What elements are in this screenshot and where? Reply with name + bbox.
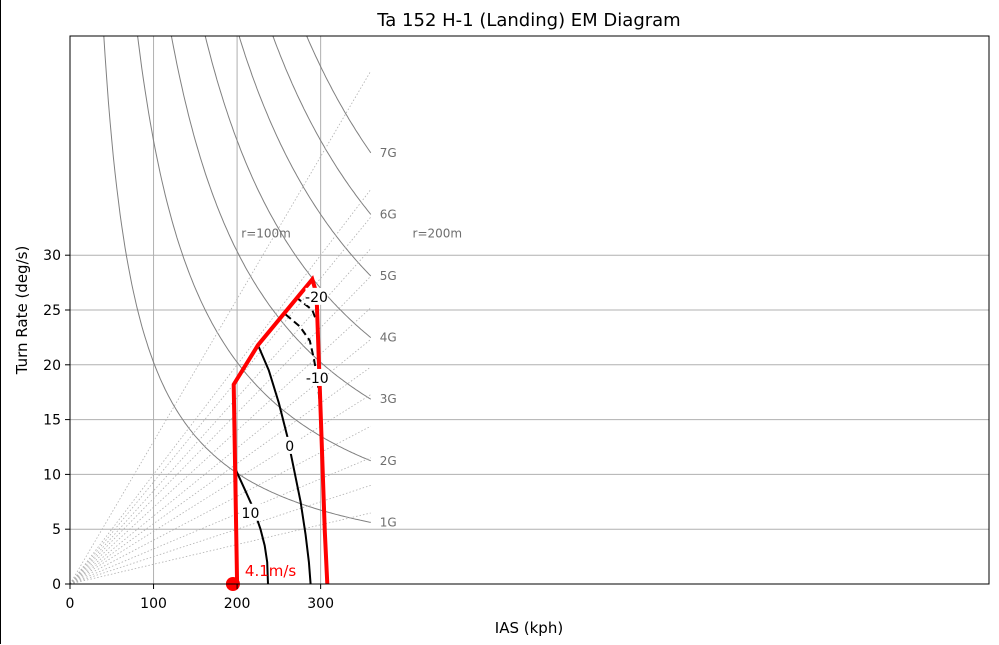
reference-ray (70, 307, 372, 584)
contour-label: -10 (306, 371, 329, 387)
y-tick-label: 5 (52, 522, 61, 538)
y-tick-label: 0 (52, 577, 61, 593)
g-curve-6G (272, 36, 372, 215)
flight-envelope (231, 275, 330, 585)
x-tick-label: 300 (307, 596, 334, 612)
g-curve-2G (137, 36, 371, 462)
g-curve-1G (103, 36, 371, 523)
x-tick-label: 200 (224, 596, 251, 612)
reference-ray (70, 425, 371, 584)
g-curve-label: 1G (380, 515, 397, 529)
y-tick-label: 15 (43, 413, 61, 429)
chart-title: Ta 152 H-1 (Landing) EM Diagram (376, 10, 680, 31)
ps-contour-line (234, 468, 269, 584)
g-curve-label: 4G (380, 331, 397, 345)
contour-label-bg (306, 368, 329, 386)
radius-label: r=200m (413, 226, 463, 240)
y-tick-label: 20 (43, 358, 61, 374)
g-curve-label: 6G (380, 207, 397, 221)
contour-label: -20 (305, 290, 328, 306)
g-curve-5G (238, 36, 372, 277)
x-tick-label: 100 (140, 596, 167, 612)
reference-ray (70, 189, 372, 584)
ps-contour-line (294, 296, 319, 324)
marker-label: 4.1m/s (245, 562, 297, 580)
g-curve-3G (170, 36, 372, 400)
reference-ray (70, 70, 372, 584)
ps-contour-line (257, 344, 312, 584)
g-curve-label: 2G (380, 454, 397, 468)
x-tick-label: 0 (66, 596, 75, 612)
contour-label: 0 (285, 439, 294, 455)
x-axis-label: IAS (kph) (495, 619, 563, 637)
y-tick-label: 10 (43, 467, 61, 483)
plot-area (69, 35, 990, 585)
radius-label: r=100m (241, 226, 291, 240)
contour-label-bg (278, 436, 301, 454)
g-curve-label: 5G (380, 269, 397, 283)
y-axis-label: Turn Rate (deg/s) (13, 246, 31, 376)
g-curve-7G (306, 36, 372, 154)
contour-label-bg (305, 287, 328, 305)
reference-ray (70, 484, 371, 584)
contour-label-bg (239, 503, 262, 521)
reference-ray (70, 512, 371, 584)
y-tick-label: 25 (43, 303, 61, 319)
y-tick-label: 30 (43, 248, 61, 264)
contour-label: 10 (242, 506, 260, 522)
g-curve-label: 7G (380, 146, 397, 160)
g-curve-label: 3G (380, 392, 397, 406)
g-curve-4G (204, 36, 372, 338)
